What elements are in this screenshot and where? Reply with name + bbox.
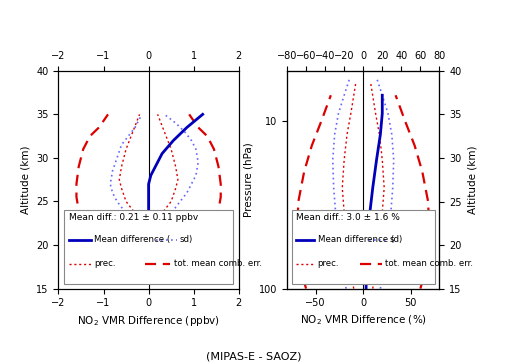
Text: tot. mean comb. err.: tot. mean comb. err. xyxy=(174,259,262,268)
Text: Mean diff.: 0.21 ± 0.11 ppbv: Mean diff.: 0.21 ± 0.11 ppbv xyxy=(69,213,199,223)
Text: prec.: prec. xyxy=(318,259,339,268)
Text: prec.: prec. xyxy=(94,259,116,268)
Text: tot. mean comb. err.: tot. mean comb. err. xyxy=(385,259,472,268)
Text: Mean diff.: 3.0 ± 1.6 %: Mean diff.: 3.0 ± 1.6 % xyxy=(296,213,400,223)
Y-axis label: Altitude (km): Altitude (km) xyxy=(467,146,477,214)
FancyBboxPatch shape xyxy=(292,210,435,284)
X-axis label: NO$_2$ VMR Difference (%): NO$_2$ VMR Difference (%) xyxy=(300,314,427,327)
Y-axis label: Pressure (hPa): Pressure (hPa) xyxy=(243,142,253,217)
X-axis label: NO$_2$ VMR Difference (ppbv): NO$_2$ VMR Difference (ppbv) xyxy=(77,314,220,328)
FancyBboxPatch shape xyxy=(64,210,233,284)
Text: (MIPAS-E - SAOZ): (MIPAS-E - SAOZ) xyxy=(206,351,302,362)
Text: sd): sd) xyxy=(389,235,402,244)
Text: Mean difference (: Mean difference ( xyxy=(94,235,171,244)
Text: sd): sd) xyxy=(179,235,193,244)
Text: Mean difference (: Mean difference ( xyxy=(318,235,394,244)
Y-axis label: Altitude (km): Altitude (km) xyxy=(21,146,30,214)
